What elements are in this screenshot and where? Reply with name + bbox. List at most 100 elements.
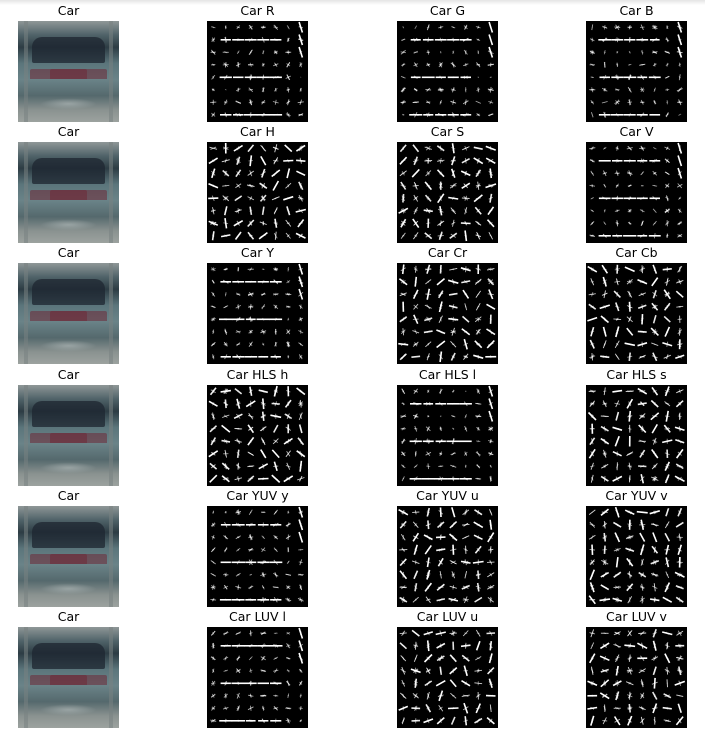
hog-gradient-line [286,146,291,151]
hog-gradient-line [298,655,304,661]
hog-gradient-line [224,463,227,470]
hog-gradient-line [665,414,669,419]
hog-gradient-line [452,50,455,54]
hog-gradient-line [438,196,443,200]
hog-gradient-line [274,38,277,41]
hog-gradient-line [490,632,492,634]
hog-gradient-line [224,184,227,187]
hog-gradient-line [427,561,429,564]
hog-gradient-line [603,74,607,80]
hog-gradient-line [223,656,229,660]
hog-gradient-line [439,234,442,238]
hog-gradient-line [260,26,266,29]
hog-gradient-line [665,464,669,468]
car-thumbnail [18,263,119,364]
hog-gradient-line [236,560,240,565]
hog-gradient-line [439,266,442,272]
hog-gradient-line [210,451,216,456]
hog-gradient-line [652,208,657,213]
hog-gradient-line [224,511,227,514]
hog-gradient-line [210,26,216,29]
hog-gradient-line [451,534,455,540]
hog-gradient-line [464,681,468,686]
hog-gradient-line [678,147,681,150]
hog-gradient-line [274,209,277,213]
hog-gradient-line [299,631,302,636]
hog-gradient-line [237,38,240,41]
hog-gradient-line [678,51,681,54]
hog-gradient-line [590,535,594,540]
hog-gradient-line [261,305,266,308]
hog-gradient-line [222,706,229,710]
hog-gradient-line [298,317,304,321]
hog-gradient-line [235,585,242,589]
hog-gradient-line [476,113,481,117]
hog-gradient-line [235,572,241,577]
hog-gradient-line [286,643,291,649]
hog-gradient-line [615,159,620,162]
hog-gradient-line [438,706,443,710]
hog-gradient-line [211,291,216,297]
hog-gradient-line [628,159,631,162]
hog-gradient-line [272,424,279,433]
hog-gradient-line [286,113,290,116]
hog-gradient-line [402,560,405,564]
hog-gradient-line [600,415,609,417]
hog-gradient-line [286,112,290,118]
hog-gradient-line [223,390,228,393]
hog-gradient-line [412,159,419,163]
hog-gradient-line [273,24,279,30]
hog-gradient-line [211,585,216,589]
hog-gradient-line [287,560,290,564]
hog-gradient-line [237,197,240,200]
hog-gradient-line [641,511,644,514]
hog-gradient-line [666,234,669,237]
hog-gradient-line [628,329,631,334]
hog-gradient-line [237,101,240,104]
hog-gradient-line [590,267,594,271]
hog-gradient-line [439,571,442,579]
hog-gradient-line [223,74,228,80]
hog-gradient-line [640,196,645,200]
hog-gradient-line [439,171,442,175]
hog-gradient-line [286,669,290,673]
hog-gradient-line [271,196,280,201]
hog-gradient-line [602,305,608,309]
hog-gradient-line [273,158,278,164]
hog-gradient-line [653,452,657,455]
hog-gradient-line [613,318,622,321]
hog-gradient-line [262,62,265,67]
hog-gradient-line [248,341,253,348]
hog-gradient-line [603,465,607,468]
hog-gradient-line [299,586,303,589]
hog-gradient-line [477,318,480,321]
hog-gradient-line [272,522,279,527]
hog-gradient-line [427,343,429,346]
hog-gradient-line [439,682,442,685]
hog-gradient-line [261,631,265,635]
hog-gradient-line [262,172,264,174]
hog-gradient-line [615,597,620,602]
hog-gradient-line [298,208,304,213]
hog-gradient-line [415,547,417,552]
hog-gradient-line [615,427,620,430]
hog-gradient-line [591,440,593,443]
hog-gradient-line [414,451,417,456]
hog-gradient-line [462,535,470,540]
hog-gradient-line [665,89,670,91]
hog-visualization [210,627,304,724]
hog-gradient-line [426,159,430,162]
hog-gradient-line [615,548,620,552]
hog-gradient-line [413,570,419,580]
hog-gradient-line [590,99,595,105]
hog-gradient-line [223,669,229,672]
hog-gradient-line [602,233,607,238]
hog-gradient-line [402,656,405,660]
hog-gradient-line [427,51,430,54]
hog-gradient-line [249,693,252,698]
hog-gradient-line [210,389,216,394]
hog-gradient-line [402,318,405,321]
hog-gradient-line [287,389,290,393]
hog-gradient-line [451,355,456,359]
hog-gradient-line [662,596,673,603]
